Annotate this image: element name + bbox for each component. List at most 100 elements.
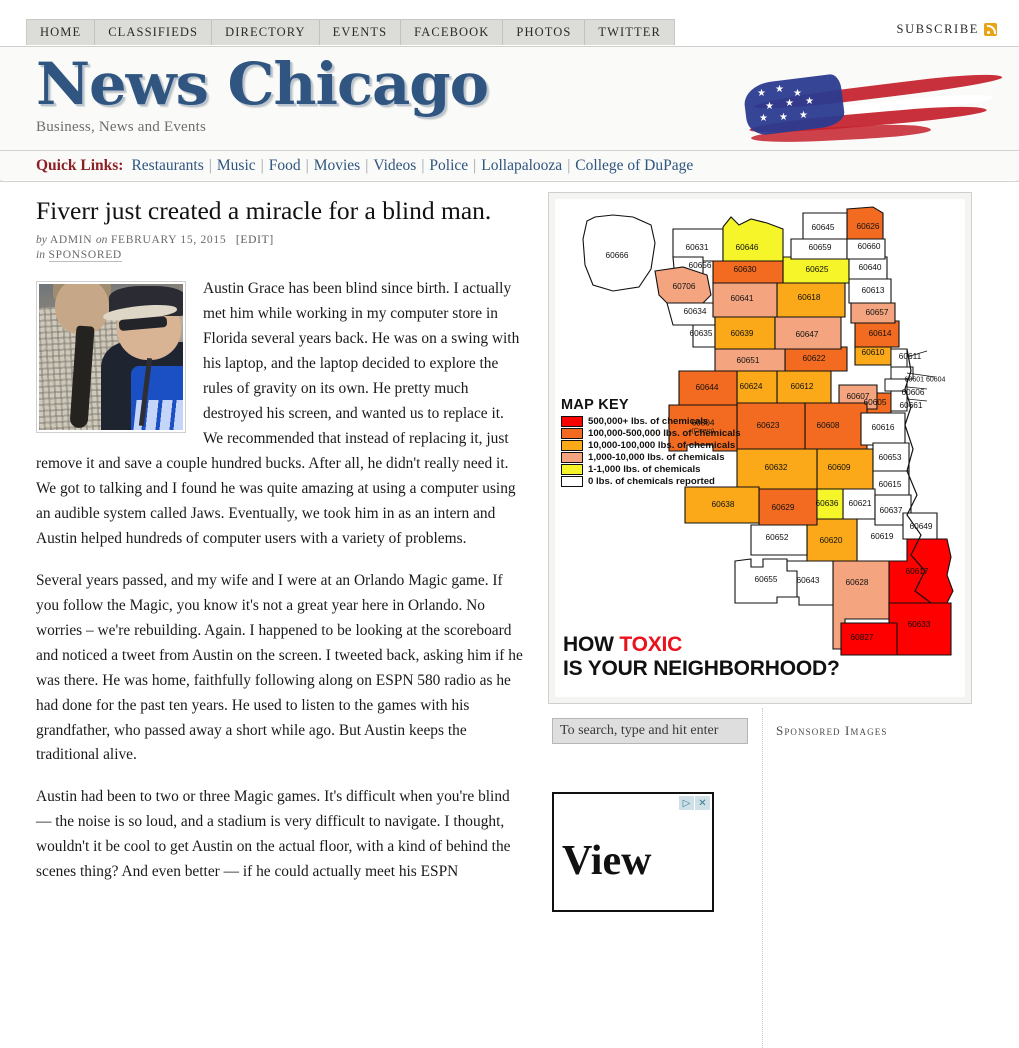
map-zone-60639[interactable] bbox=[714, 316, 776, 350]
quick-links-label: Quick Links: bbox=[36, 156, 124, 174]
callout-leader-line bbox=[906, 398, 928, 402]
legend-row: 100,000-500,000 lbs. of chemicals bbox=[561, 428, 779, 439]
map-zone-60655[interactable] bbox=[734, 558, 798, 604]
map-headline-line1: HOW TOXIC bbox=[563, 633, 840, 657]
map-zone-60618[interactable] bbox=[776, 282, 846, 318]
map-zone-60636[interactable] bbox=[816, 488, 844, 520]
nav-item-facebook[interactable]: FACEBOOK bbox=[401, 20, 504, 45]
map-zone-60645[interactable] bbox=[802, 212, 848, 240]
close-icon[interactable]: ✕ bbox=[695, 796, 710, 810]
map-zone-60634[interactable] bbox=[666, 302, 716, 326]
map-zone-60609[interactable] bbox=[816, 448, 874, 490]
category-link[interactable]: SPONSORED bbox=[48, 249, 122, 263]
quick-link-restaurants[interactable]: Restaurants bbox=[131, 156, 204, 174]
legend-row: 500,000+ lbs. of chemicals bbox=[561, 416, 779, 427]
quick-link-videos[interactable]: Videos bbox=[373, 156, 417, 174]
sponsored-images-heading: Sponsored Images bbox=[776, 723, 888, 738]
map-zone-60606[interactable] bbox=[884, 378, 908, 392]
site-masthead: News Chicago Business, News and Events ★… bbox=[0, 46, 1019, 150]
map-zone-60640[interactable] bbox=[848, 256, 888, 280]
quick-link-movies[interactable]: Movies bbox=[313, 156, 361, 174]
map-zone-60666[interactable] bbox=[582, 214, 656, 292]
legend-swatch bbox=[561, 464, 583, 475]
map-zone-60629[interactable] bbox=[758, 488, 818, 526]
map-zone-60635[interactable] bbox=[692, 324, 716, 348]
sponsored-ad[interactable]: ▷ ✕ View bbox=[552, 792, 714, 912]
map-zone-60660[interactable] bbox=[846, 238, 886, 260]
map-zone-60612[interactable] bbox=[776, 370, 832, 404]
subscribe-button[interactable]: SUBSCRIBE bbox=[897, 22, 997, 37]
map-headline-line2: IS YOUR NEIGHBORHOOD? bbox=[563, 656, 840, 680]
map-legend: MAP KEY 500,000+ lbs. of chemicals 100,00… bbox=[561, 397, 779, 488]
flag-star: ★ bbox=[779, 112, 788, 123]
map-zone-60614[interactable] bbox=[854, 320, 900, 348]
article-thumbnail[interactable] bbox=[36, 281, 186, 434]
nav-item-classifieds[interactable]: CLASSIFIEDS bbox=[95, 20, 213, 45]
quick-link-lollapalooza[interactable]: Lollapalooza bbox=[481, 156, 563, 174]
map-zone-60652[interactable] bbox=[750, 524, 808, 556]
chicago-zip-map[interactable] bbox=[555, 199, 965, 697]
edit-link[interactable]: [EDIT] bbox=[235, 234, 274, 247]
quick-link-separator: | bbox=[305, 156, 309, 174]
nav-item-home[interactable]: HOME bbox=[27, 20, 96, 45]
article-paragraph: Austin had been to two or three Magic ga… bbox=[36, 788, 511, 881]
ad-text: View bbox=[562, 838, 652, 884]
adchoices-icon[interactable]: ▷ bbox=[679, 796, 694, 810]
quick-link-police[interactable]: Police bbox=[429, 156, 469, 174]
map-zone-60621[interactable] bbox=[842, 488, 876, 520]
nav-item-events[interactable]: EVENTS bbox=[320, 20, 402, 45]
author-name[interactable]: ADMIN bbox=[49, 234, 93, 247]
map-zone-60827[interactable] bbox=[840, 622, 898, 656]
legend-label: 100,000-500,000 lbs. of chemicals bbox=[588, 428, 741, 439]
nav-item-twitter[interactable]: TWITTER bbox=[598, 25, 661, 39]
search-input[interactable]: To search, type and hit enter bbox=[552, 718, 748, 744]
quick-link-separator: | bbox=[365, 156, 369, 174]
map-zone-60633[interactable] bbox=[888, 602, 952, 656]
legend-swatch bbox=[561, 428, 583, 439]
map-zone-60649[interactable] bbox=[902, 512, 938, 540]
flag-star: ★ bbox=[775, 84, 784, 95]
rss-icon[interactable] bbox=[984, 23, 997, 36]
by-prefix: by bbox=[36, 234, 47, 247]
site-logo[interactable]: News Chicago Business, News and Events bbox=[36, 55, 489, 136]
map-zone-60628[interactable] bbox=[832, 560, 890, 650]
nav-item-photos[interactable]: PHOTOS bbox=[503, 20, 586, 45]
photo-content bbox=[39, 284, 183, 431]
map-zone-60661[interactable] bbox=[890, 390, 908, 412]
quick-link-college-of-dupage[interactable]: College of DuPage bbox=[575, 156, 694, 174]
map-zone-60608[interactable] bbox=[804, 402, 868, 450]
map-zone-60601-60604[interactable] bbox=[890, 366, 914, 380]
toxic-map-canvas[interactable]: MAP KEY 500,000+ lbs. of chemicals 100,00… bbox=[555, 199, 965, 697]
map-zone-60804[interactable] bbox=[668, 404, 738, 452]
quick-link-separator: | bbox=[208, 156, 212, 174]
map-zone-60659[interactable] bbox=[790, 238, 848, 260]
quick-link-music[interactable]: Music bbox=[216, 156, 256, 174]
map-zone-60616[interactable] bbox=[860, 412, 906, 446]
quick-link-separator: | bbox=[567, 156, 571, 174]
nav-item-directory[interactable]: DIRECTORY bbox=[212, 20, 320, 45]
lake-shoreline bbox=[904, 348, 932, 604]
us-flag-graphic: ★ ★ ★ ★ ★ ★ ★ ★ ★ bbox=[737, 69, 1005, 147]
map-zone-60651[interactable] bbox=[714, 348, 786, 372]
page-title: Fiverr just created a miracle for a blin… bbox=[36, 196, 492, 225]
map-zone-60653[interactable] bbox=[872, 442, 910, 472]
subscribe-label: SUBSCRIBE bbox=[896, 22, 979, 36]
search-placeholder: To search, type and hit enter bbox=[560, 723, 719, 738]
map-zone-60630[interactable] bbox=[712, 260, 784, 284]
map-zone-60638[interactable] bbox=[684, 486, 760, 524]
top-nav-menu: HOME CLASSIFIEDS DIRECTORY EVENTS FACEBOOK PH… bbox=[26, 19, 675, 45]
map-zone-60641[interactable] bbox=[712, 282, 778, 318]
map-zone-60657[interactable] bbox=[850, 302, 896, 324]
callout-leader-line bbox=[906, 350, 928, 358]
map-zone-60647[interactable] bbox=[774, 316, 842, 350]
article-column: Fiverr just created a miracle for a blin… bbox=[36, 196, 526, 902]
quick-link-food[interactable]: Food bbox=[268, 156, 301, 174]
map-zone-60622[interactable] bbox=[784, 346, 848, 372]
map-zone-60625[interactable] bbox=[782, 256, 850, 284]
map-zone-60706[interactable] bbox=[654, 266, 712, 304]
map-zone-60646[interactable] bbox=[722, 216, 784, 262]
map-zone-60611[interactable] bbox=[890, 348, 908, 368]
map-zone-60613[interactable] bbox=[848, 278, 892, 304]
article-paragraph: Austin Grace has been blind since birth.… bbox=[36, 280, 520, 547]
map-zone-60626[interactable] bbox=[846, 206, 884, 240]
